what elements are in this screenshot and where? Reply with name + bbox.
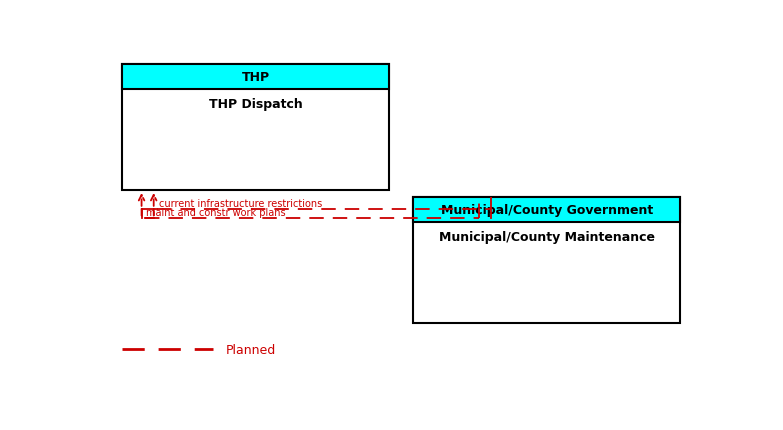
Bar [413,197,680,222]
Bar [413,197,680,323]
Text: Municipal/County Maintenance: Municipal/County Maintenance [439,230,655,243]
Bar [122,65,389,90]
Bar [122,65,389,190]
Text: Planned: Planned [226,343,276,356]
Text: THP: THP [242,71,269,84]
Text: THP Dispatch: THP Dispatch [209,98,302,111]
Text: maint and constr work plans: maint and constr work plans [146,207,286,217]
Text: current infrastructure restrictions: current infrastructure restrictions [158,198,322,208]
Text: Municipal/County Government: Municipal/County Government [441,203,653,216]
